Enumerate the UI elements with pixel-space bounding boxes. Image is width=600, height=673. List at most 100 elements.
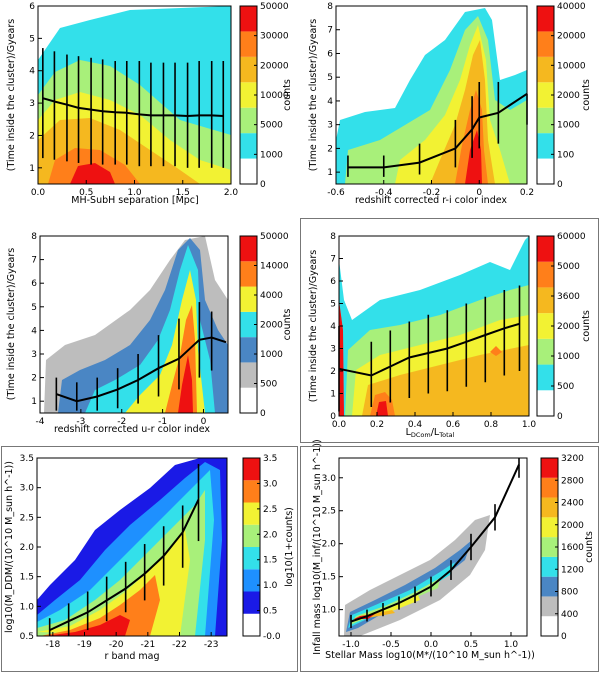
- p1-colorbar-tick-label: 50000: [260, 2, 289, 12]
- p3-contours: [40, 236, 228, 413]
- p3-colorbar: 0 500 1000 2000 4000 14000 50000 counts: [239, 232, 293, 419]
- p4-ytick-label: 1: [330, 390, 336, 400]
- p1-median-curve: [42, 48, 225, 168]
- p1-xlabel: MH-SubH separation [Mpc]: [71, 195, 198, 206]
- p5-xtick-label: -23: [204, 640, 219, 650]
- p1-median-line: [42, 97, 224, 118]
- p1-colorbar-tick-label: 20000: [260, 61, 289, 71]
- p2-colorbar-segment: [537, 6, 554, 32]
- p3-colorbar-segment: [240, 337, 257, 363]
- panel-border-p6: [300, 446, 599, 672]
- p5-ytick-label: 3.0: [20, 484, 35, 494]
- p3-xtick-label: -1: [158, 417, 167, 427]
- p5-colorbar-segment: [243, 569, 260, 592]
- p2-median-line: [347, 92, 528, 169]
- p3-colorbar-label: counts: [282, 309, 293, 341]
- p6-xtick-label: -1.0: [342, 640, 360, 650]
- p1-xtick-label: 1.0: [127, 188, 142, 198]
- p5-colorbar-tick-label: 1.0: [263, 581, 278, 591]
- p3-ytick-label: 4: [31, 326, 37, 336]
- p3-colorbar-segment: [240, 261, 257, 287]
- p5-ticks: -18 -19 -20 -21 -22 -23 0.5 1.0 1.5 2.0 2.5 3.0 3.5: [20, 454, 219, 650]
- p3-ytick-label: 2: [31, 374, 37, 384]
- p5-xlabel: r band mag: [105, 651, 160, 662]
- p4-colorbar-segment: [537, 261, 554, 288]
- p4-xtick-label: 0.2: [370, 420, 384, 430]
- p5-colorbar-segment: [243, 591, 260, 614]
- p2-xtick-label: -0.4: [375, 188, 393, 198]
- p2-ytick-label: 6: [327, 49, 333, 59]
- p5-xtick-label: -22: [172, 640, 187, 650]
- p6-contours: [339, 458, 527, 636]
- p4-ytick-label: 2: [330, 367, 336, 377]
- panel-p3: -4 -3 -2 -1 0 1 2 3 4 5 6 7 8 redshift corrected u-r…: [6, 232, 293, 435]
- p1-ylabel: (Time inside the cluster)/Gyears: [6, 19, 17, 172]
- p1-colorbar-segment: [240, 6, 257, 32]
- p4-ytick-label: 3: [330, 345, 336, 355]
- panel-p4: 0.0 0.2 0.4 0.6 0.8 1.0 0 1 2 3 4 5 6 7 8 LDCom/LTotal…: [308, 232, 592, 439]
- p1-colorbar-segment: [240, 56, 257, 83]
- p4-ytick-label: 5: [330, 300, 336, 310]
- p5-xtick-label: -19: [77, 640, 92, 650]
- p6-ticks: -1.0 -0.5 0.0 0.5 1.0 1.0 1.5 2.0 2.5 3.0: [322, 474, 519, 650]
- p4-xtick-label: 0.0: [332, 420, 347, 430]
- p1-colorbar-label: counts: [282, 79, 293, 111]
- panel-p2: -0.6 -0.4 -0.2 0 0.2 1 2 3 4 5 6 7 8 redshift correc…: [308, 2, 592, 206]
- p6-colorbar-segment: [541, 596, 558, 617]
- p4-xtick-label: 0.8: [484, 420, 499, 430]
- p6-colorbar-tick-label: 2000: [561, 521, 584, 531]
- p2-colorbar-label: counts: [581, 79, 592, 111]
- p6-ytick-label: 1.0: [322, 606, 337, 616]
- p1-ticks: 0.0 0.5 1.0 1.5 2.0 1 2 3 4 5 6: [29, 2, 238, 198]
- p5-colorbar-segment: [243, 524, 260, 547]
- p1-colorbar-tick-label: 10000: [260, 91, 289, 101]
- p1-colorbar-segment: [240, 133, 257, 159]
- p4-colorbar-segment: [537, 313, 554, 339]
- p2-colorbar-segment: [537, 31, 554, 57]
- p6-colorbar-segment: [541, 556, 558, 577]
- p6-ytick-label: 3.0: [322, 474, 337, 484]
- p5-ylabel: log10(M_DDM/(10^10 M_sun h^-1)): [4, 461, 15, 633]
- p6-xtick-label: 0.0: [424, 640, 439, 650]
- p6-colorbar-tick-label: 2400: [561, 499, 584, 509]
- p2-colorbar-segment: [537, 107, 554, 134]
- p5-xtick-label: -21: [140, 640, 155, 650]
- p1-colorbar-tick-label: 5000: [260, 121, 283, 131]
- p1-ytick-label: 5: [29, 34, 35, 44]
- p6-colorbar: 0 400 800 1200 1600 2000 2400 2800 3200 counts: [540, 454, 595, 642]
- p2-ylabel: (Time inside the cluster)/Gyears: [308, 19, 319, 172]
- p5-colorbar-tick-label: 2.5: [263, 505, 277, 515]
- p3-ytick-label: 5: [31, 303, 37, 313]
- p6-colorbar-segment: [541, 497, 558, 518]
- p4-xlabel-slash: /L: [431, 427, 440, 438]
- p6-median-line: [350, 464, 520, 623]
- panel-p6: -1.0 -0.5 0.0 0.5 1.0 1.0 1.5 2.0 2.5 3.0 Stellar…: [312, 439, 595, 661]
- p1-colorbar-segment: [240, 31, 257, 57]
- p1-colorbar-tick-label: 30000: [260, 32, 289, 42]
- p1-ytick-label: 2: [29, 131, 35, 141]
- p4-xtick-label: 0.4: [408, 420, 423, 430]
- p3-colorbar-tick-label: 500: [260, 380, 277, 390]
- p6-ytick-label: 1.5: [322, 573, 336, 583]
- p4-contours: [339, 236, 529, 416]
- p6-colorbar-segment: [541, 576, 558, 597]
- p5-colorbar-segment: [243, 458, 260, 481]
- p4-ytick-label: 0: [330, 412, 336, 422]
- panel-p1: 0.0 0.5 1.0 1.5 2.0 1 2 3 4 5 6 MH-SubH separation…: [6, 2, 293, 206]
- p5-colorbar-tick-label: -0.0: [263, 632, 281, 642]
- p6-ylabel: Infall mass log10(M_inf/(10^10 M_sun h^-…: [312, 439, 323, 654]
- p3-xtick-label: 0: [201, 417, 207, 427]
- p3-colorbar-segment: [240, 362, 257, 388]
- p5-contours: [37, 458, 227, 636]
- p1-xtick-label: 0.5: [79, 188, 93, 198]
- p4-colorbar-tick-label: 5000: [557, 262, 580, 272]
- p3-median-line: [55, 336, 227, 403]
- p5-colorbar-frame: [242, 457, 261, 637]
- p3-colorbar-tick-label: 50000: [260, 232, 289, 242]
- p2-colorbar-tick-label: 10000: [557, 61, 586, 71]
- p6-xlabel: Stellar Mass log10(M*/(10^10 M_sun h^-1)…: [325, 650, 535, 661]
- p5-ytick-label: 2.5: [20, 513, 34, 523]
- p3-ylabel: (Time inside the cluster)/Gyears: [6, 248, 17, 401]
- p1-colorbar-segment: [240, 107, 257, 134]
- p2-colorbar-segment: [537, 158, 554, 184]
